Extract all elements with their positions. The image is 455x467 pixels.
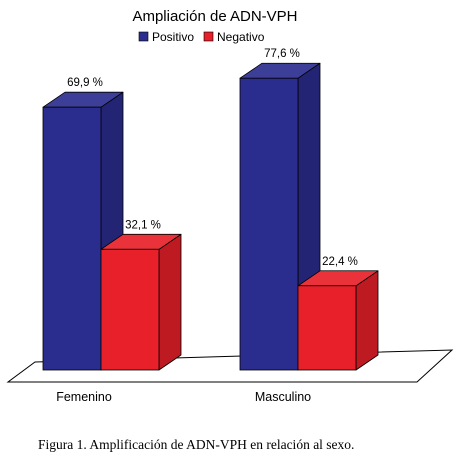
bar-negativo-femenino-side [158,233,182,371]
data-label-negativo-masculino: 22,4 % [322,256,358,268]
legend-label-positivo: Positivo [152,30,194,44]
data-label-negativo-femenino: 32,1 % [125,219,161,231]
bar-negativo-masculino [297,285,357,371]
legend: Positivo Negativo [138,30,265,44]
bar-positivo-masculino [239,77,299,371]
chart-title: Ampliación de ADN-VPH [132,8,297,25]
data-label-positivo-masculino: 77,6 % [264,48,300,60]
bar-negativo-femenino [100,248,160,371]
bars-group: 69,9 % 32,1 % 77,6 % 22,4 % [42,48,379,371]
data-label-positivo-femenino: 69,9 % [67,77,103,89]
figure-caption: Figura 1. Amplificación de ADN-VPH en re… [38,437,354,452]
bar-negativo-masculino-side [355,270,379,371]
category-label-femenino: Femenino [56,390,112,404]
category-label-masculino: Masculino [255,390,311,404]
bar-positivo-femenino [42,106,102,371]
legend-label-negativo: Negativo [217,30,265,44]
legend-swatch-positivo [138,31,149,42]
legend-swatch-negativo [203,31,214,42]
